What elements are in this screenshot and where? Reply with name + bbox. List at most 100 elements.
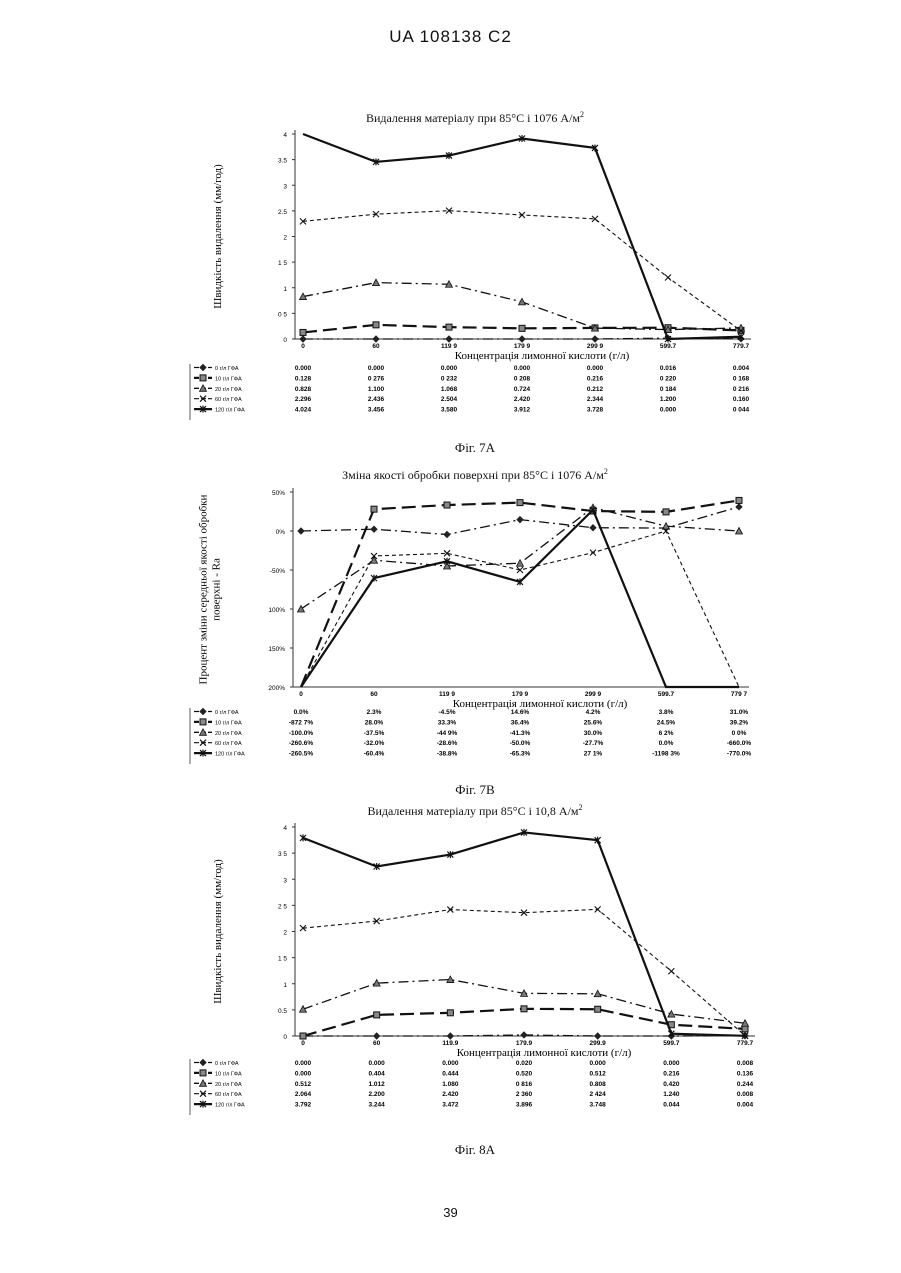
x-tick-label: 119.9 [442, 1040, 458, 1047]
table-cell: -28.6% [437, 740, 458, 747]
table-cell: 0.004 [737, 1102, 754, 1109]
table-cell: 0.212 [587, 386, 604, 393]
data-point [595, 1006, 601, 1012]
x-tick-label: 60 [373, 1040, 381, 1047]
table-cell: 36.4% [511, 719, 530, 726]
x-tick-label: 119 9 [441, 343, 457, 350]
legend-entry: 20 г/л ГФА [215, 1082, 242, 1088]
x-tick-label: 299.9 [590, 1040, 607, 1047]
table-cell: -770.0% [727, 751, 751, 758]
data-point [371, 506, 377, 512]
table-cell: -260.5% [289, 751, 313, 758]
chart-7a-plot: 00 511 522.533.54060119 9179 9299 9599.7… [175, 125, 775, 455]
table-cell: -4.5% [439, 709, 456, 716]
table-cell: 0.512 [590, 1070, 607, 1077]
data-point [663, 509, 669, 515]
legend-entry: 120 г/л ГФА [215, 752, 245, 758]
table-cell: 1.100 [368, 386, 385, 393]
table-row: 0 г/л ГФА0.0000.0000.0000.0000.0000.0160… [194, 365, 750, 373]
table-cell: 3.748 [590, 1102, 607, 1109]
x-axis-label: Концентрація лимонної кислоти (г/л) [455, 350, 630, 362]
table-cell: 2.344 [587, 396, 604, 403]
table-cell: 2.420 [514, 396, 531, 403]
table-cell: 0.404 [369, 1070, 386, 1077]
chart-title: Видалення матеріалу при 85°C і 1076 А/м2 [175, 110, 775, 126]
x-tick-label: 599.7 [658, 691, 675, 698]
table-cell: 1.080 [442, 1081, 459, 1088]
table-cell: 0.512 [295, 1081, 312, 1088]
x-tick-label: 119 9 [439, 691, 455, 698]
table-cell: 3.792 [295, 1102, 312, 1109]
table-cell: 0.020 [516, 1060, 533, 1067]
data-point [590, 550, 596, 556]
table-cell: 0.000 [295, 365, 312, 372]
table-cell: 6 2% [659, 730, 674, 737]
data-point [447, 1033, 453, 1039]
table-cell: 2.504 [441, 396, 458, 403]
y-tick-label: 0 [283, 1034, 287, 1041]
table-cell: 14.6% [511, 709, 530, 716]
data-point [444, 532, 450, 538]
data-point [373, 322, 379, 328]
data-point [517, 560, 524, 567]
data-point [374, 1033, 380, 1039]
table-cell: 3.896 [516, 1102, 533, 1109]
table-cell: 0.0% [659, 740, 674, 747]
legend-entry: 0 г/л ГФА [215, 366, 239, 372]
y-axis-label-line: поверхні - Ra [211, 558, 223, 621]
figure-7a: Видалення матеріалу при 85°C і 1076 А/м2… [175, 100, 775, 460]
data-point [298, 528, 304, 534]
table-cell: 27 1% [584, 751, 603, 758]
data-point [521, 1006, 527, 1012]
table-cell: 1.068 [441, 386, 458, 393]
table-cell: 3.912 [514, 407, 531, 414]
data-point [444, 502, 450, 508]
data-point [371, 526, 377, 532]
table-row: 0 г/л ГФА0.0000.0000.0000.0200.0000.0000… [194, 1060, 754, 1068]
table-cell: 0 232 [441, 375, 458, 382]
table-row: 20 г/л ГФА0.5121.0121.0800 8160.8080.420… [194, 1080, 754, 1088]
data-point [519, 325, 525, 331]
table-cell: 3.8% [659, 709, 674, 716]
y-tick-label: 1 [283, 982, 287, 989]
table-cell: 0.724 [514, 386, 531, 393]
table-cell: 0.000 [590, 1060, 607, 1067]
y-tick-label: 3 [283, 877, 287, 884]
table-cell: 1.240 [663, 1091, 680, 1098]
table-cell: -44 9% [437, 730, 458, 737]
table-cell: 0.828 [295, 386, 312, 393]
x-axis-label: Концентрація лимонної кислоти (г/л) [453, 698, 628, 710]
legend-entry: 120 г/л ГФА [215, 408, 245, 414]
table-cell: 0.128 [295, 375, 312, 382]
y-tick-label: 1 5 [278, 260, 287, 267]
data-point [594, 990, 601, 997]
legend-entry: 60 г/л ГФА [215, 1092, 242, 1098]
table-cell: -660.0% [727, 740, 751, 747]
table-cell: 0.444 [442, 1070, 459, 1077]
series-1 [300, 322, 744, 336]
data-point [736, 504, 742, 510]
y-tick-label: 2.5 [278, 209, 287, 216]
chart-title: Видалення матеріалу при 85°C і 10,8 А/м2 [175, 803, 775, 819]
table-cell: -50.0% [510, 740, 531, 747]
x-tick-label: 299 9 [585, 691, 602, 698]
table-cell: -41.3% [510, 730, 531, 737]
series-line [301, 531, 739, 687]
table-cell: 0.000 [441, 365, 458, 372]
y-tick-label: 0 5 [278, 311, 287, 318]
y-tick-label: 1 5 [278, 956, 287, 963]
table-cell: 2.064 [295, 1091, 312, 1098]
data-point [300, 336, 306, 342]
series-1 [301, 497, 742, 687]
x-tick-label: 179 9 [514, 343, 531, 350]
table-cell: 0.044 [663, 1102, 680, 1109]
table-cell: 28.0% [365, 719, 384, 726]
table-cell: -260.6% [289, 740, 313, 747]
table-cell: 2 360 [516, 1091, 533, 1098]
data-point [590, 525, 596, 531]
series-3 [301, 528, 739, 687]
data-point [517, 517, 523, 523]
legend-marker [200, 719, 206, 725]
table-cell: 0.808 [590, 1081, 607, 1088]
table-cell: 0.008 [737, 1091, 754, 1098]
